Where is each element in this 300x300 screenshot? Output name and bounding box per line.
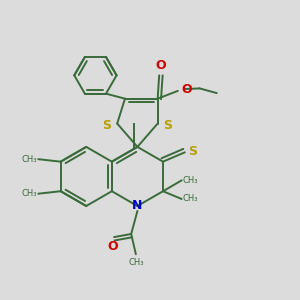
Text: O: O xyxy=(107,240,118,253)
Text: CH₃: CH₃ xyxy=(128,258,144,267)
Text: CH₃: CH₃ xyxy=(22,189,37,198)
Text: CH₃: CH₃ xyxy=(183,194,198,203)
Text: CH₃: CH₃ xyxy=(183,176,198,185)
Text: CH₃: CH₃ xyxy=(22,155,37,164)
Text: N: N xyxy=(132,200,142,212)
Text: S: S xyxy=(103,119,112,132)
Text: O: O xyxy=(155,58,166,72)
Text: S: S xyxy=(163,119,172,132)
Text: S: S xyxy=(188,145,197,158)
Text: O: O xyxy=(182,83,192,96)
